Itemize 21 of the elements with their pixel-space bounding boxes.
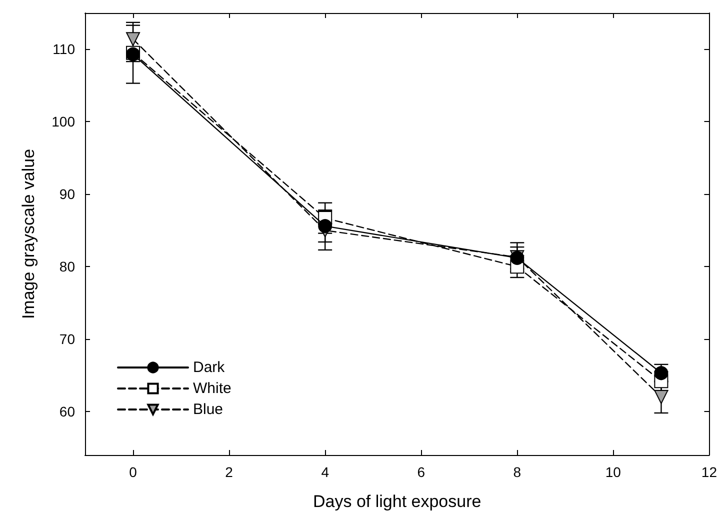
x-tick-label: 8 [513,464,522,480]
x-tick-label: 10 [605,464,622,480]
y-tick-label: 80 [59,258,76,275]
x-tick-label: 4 [321,464,330,480]
legend-label: Blue [193,401,224,418]
point [318,219,332,234]
x-tick-label: 0 [129,464,138,480]
y-tick-label: 90 [59,186,76,202]
legend-label: White [193,380,232,397]
y-tick-label: 110 [52,41,76,58]
x-tick-label: 2 [225,464,234,480]
legend-label: Dark [193,359,226,376]
point [126,32,140,46]
x-tick-label: 12 [701,464,718,480]
point [654,390,668,404]
x-axis-title: Days of light exposure [313,492,482,511]
y-tick-label: 100 [52,114,76,130]
y-tick-label: 60 [59,404,76,420]
y-tick-label: 70 [59,331,76,348]
y-axis-title: Image grayscale value [19,148,38,320]
x-tick-label: 6 [417,464,426,480]
